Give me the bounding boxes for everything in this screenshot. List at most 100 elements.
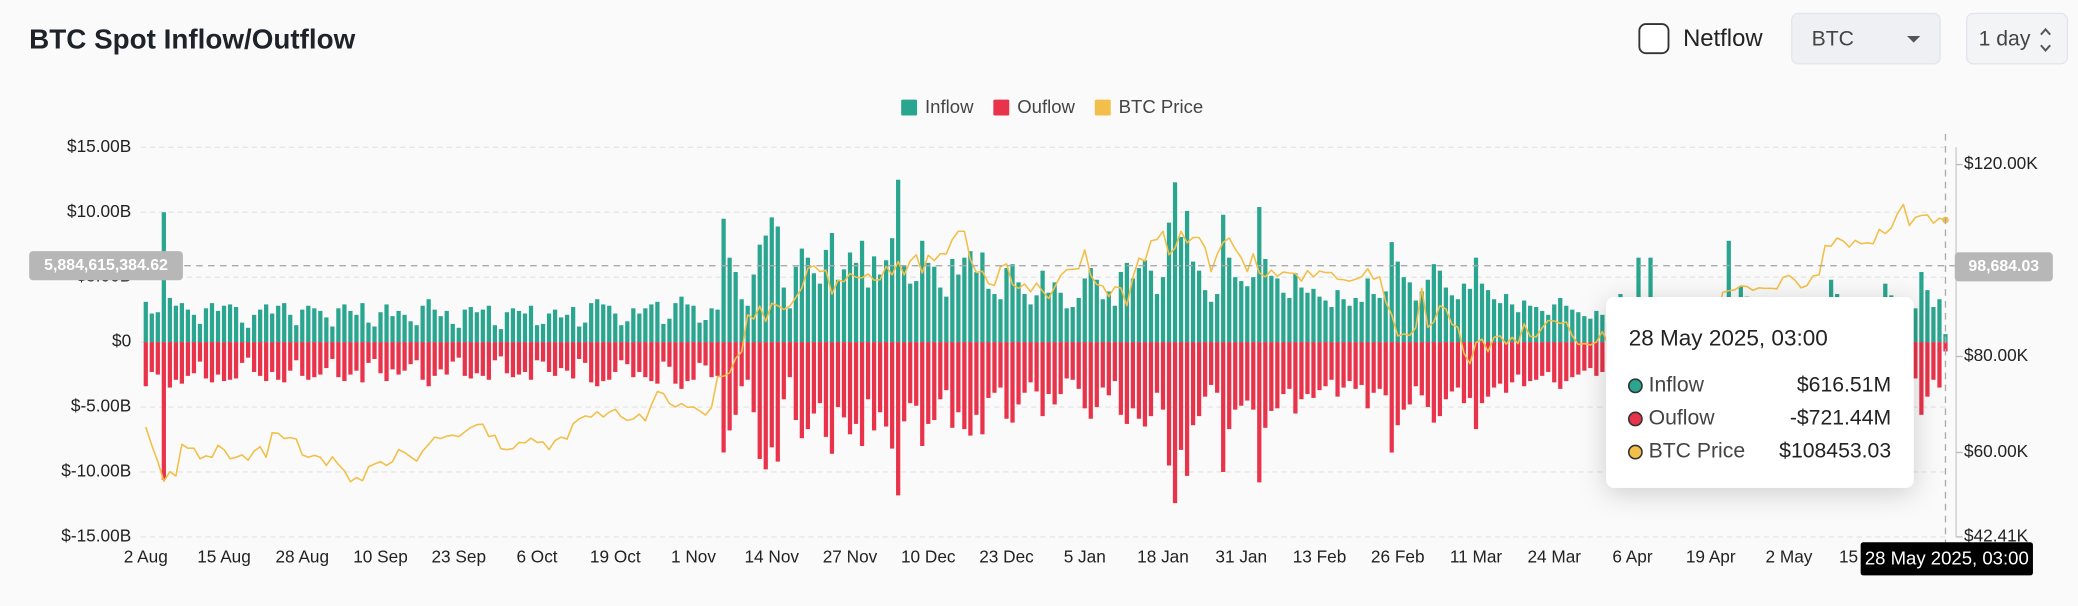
bar <box>691 305 696 343</box>
bar <box>631 342 636 378</box>
bar <box>1491 299 1497 343</box>
bar <box>1552 304 1557 343</box>
bar <box>1401 277 1406 343</box>
bar <box>962 257 967 343</box>
bar <box>938 342 943 400</box>
tooltip-value: $108453.03 <box>1779 440 1891 463</box>
asset-select-value[interactable]: BTC <box>1812 28 1854 51</box>
bar <box>589 342 594 383</box>
bar <box>739 342 744 387</box>
bar <box>1094 279 1099 343</box>
bar <box>1178 342 1184 450</box>
tooltip-dot <box>1627 378 1643 394</box>
bar <box>1431 342 1436 423</box>
bar <box>1203 290 1208 343</box>
interval-select-value[interactable]: 1 day <box>1979 28 2031 51</box>
bar <box>1925 290 1930 343</box>
bar <box>1383 342 1388 396</box>
bar <box>342 342 347 382</box>
bar <box>1136 268 1142 343</box>
x-tick-label: 27 Nov <box>823 547 878 567</box>
bar <box>330 326 335 343</box>
bar <box>1497 342 1503 384</box>
bar <box>932 266 937 343</box>
bar <box>324 342 329 369</box>
bar <box>847 252 853 343</box>
bar <box>685 342 690 382</box>
bar <box>354 314 359 343</box>
bar <box>829 233 835 343</box>
bar <box>276 305 281 343</box>
netflow-label[interactable]: Netflow <box>1683 25 1763 52</box>
bar <box>336 342 341 378</box>
bar <box>1010 264 1015 343</box>
netflow-checkbox[interactable] <box>1638 23 1670 55</box>
bar <box>522 313 528 343</box>
bar <box>384 342 389 382</box>
bar <box>1184 342 1190 476</box>
bar <box>811 342 817 414</box>
bar <box>727 342 732 431</box>
bar <box>1305 292 1310 343</box>
bar <box>264 304 269 343</box>
interval-select-box[interactable] <box>1966 12 2069 65</box>
bar <box>444 342 449 375</box>
bar <box>1082 278 1087 343</box>
bar <box>1600 314 1605 343</box>
x-tick-label: 10 Sep <box>353 547 408 567</box>
bar <box>1106 342 1111 396</box>
bar <box>956 342 961 413</box>
bar <box>1353 297 1358 343</box>
bar <box>360 342 365 383</box>
bar <box>390 316 395 343</box>
bar <box>1546 342 1551 372</box>
bar <box>486 342 491 380</box>
tooltip-value: -$721.44M <box>1790 407 1891 430</box>
bar <box>1166 222 1172 343</box>
bar <box>1329 307 1334 343</box>
bar <box>1311 288 1316 343</box>
bar <box>968 251 973 343</box>
bar <box>1407 342 1412 405</box>
bar <box>1449 295 1455 343</box>
bar <box>944 342 949 391</box>
tooltip-dot <box>1627 444 1643 460</box>
bar <box>992 342 997 393</box>
bar <box>1251 342 1256 410</box>
bar <box>1016 282 1021 343</box>
bar <box>643 342 648 378</box>
interval-select[interactable]: 1 day <box>1966 12 2069 65</box>
bar <box>1088 268 1093 343</box>
bar <box>1323 342 1328 387</box>
bar <box>552 342 558 376</box>
crosshair-y2-label: 98,684.03 <box>1968 258 2039 275</box>
bar <box>1070 307 1075 343</box>
x-tick-label: 19 Oct <box>590 547 641 567</box>
bar <box>402 342 407 371</box>
bar <box>877 342 883 413</box>
asset-select-box[interactable] <box>1791 12 1941 65</box>
bar <box>1028 342 1033 383</box>
bar <box>300 342 305 376</box>
bar <box>450 342 455 362</box>
bar <box>558 317 564 343</box>
bar <box>336 308 341 343</box>
bar <box>1389 342 1394 453</box>
bar <box>1076 297 1081 343</box>
bar <box>974 342 979 415</box>
bar <box>161 342 166 480</box>
bar <box>1347 305 1352 343</box>
bar <box>1407 282 1412 343</box>
bar <box>1558 342 1563 389</box>
bar <box>276 342 281 380</box>
legend-swatch <box>993 99 1010 116</box>
crosshair-y2-box <box>1954 252 2053 282</box>
bar <box>468 342 473 379</box>
bar <box>1203 342 1208 397</box>
bar <box>354 342 359 371</box>
asset-select[interactable]: BTC <box>1791 12 1941 65</box>
bar <box>468 307 473 343</box>
bar <box>1046 292 1051 343</box>
bar <box>1166 342 1172 466</box>
bar <box>420 342 425 380</box>
